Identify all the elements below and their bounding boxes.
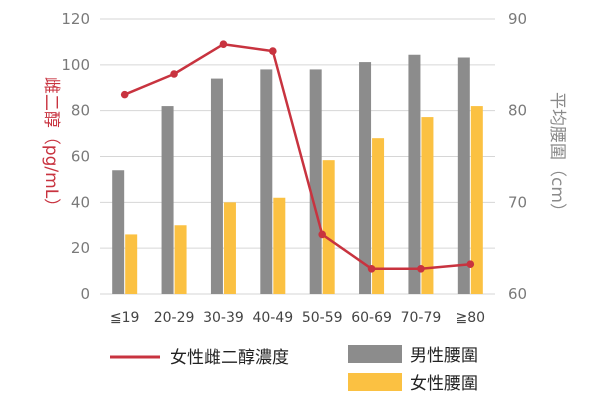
male-waist-bar <box>161 106 174 294</box>
x-axis-ticks: ≦19 20-29 30-39 40-49 50-59 60-69 70-79 ≧80 <box>110 310 485 326</box>
left-axis-label: 雌二醇（pg/mL） <box>41 77 61 215</box>
x-tick-label: 70-79 <box>401 310 442 326</box>
grid-lines <box>100 18 495 295</box>
female-waist-bar <box>125 234 138 294</box>
legend-label-male: 男性腰圍 <box>410 346 478 366</box>
female-waist-bar <box>372 138 385 294</box>
male-waist-bar <box>112 170 125 294</box>
male-waist-bar <box>309 69 322 295</box>
x-tick-label: ≧80 <box>456 310 486 326</box>
legend-label-estradiol: 女性雌二醇濃度 <box>170 348 289 368</box>
bars <box>112 54 483 295</box>
right-axis-label: 平均腰圍（cm） <box>547 92 567 220</box>
left-tick-label: 0 <box>80 285 90 303</box>
right-tick-label: 80 <box>508 102 527 120</box>
left-tick-label: 40 <box>71 193 90 211</box>
right-tick-label: 90 <box>508 10 527 28</box>
right-tick-label: 60 <box>508 285 527 303</box>
left-tick-label: 100 <box>61 56 90 74</box>
estradiol-point <box>318 230 326 239</box>
female-waist-bar <box>322 160 335 294</box>
female-waist-bar <box>223 202 236 294</box>
estradiol-point <box>219 40 228 49</box>
right-axis-ticks: 60 70 80 90 <box>508 10 527 303</box>
male-waist-bar <box>260 69 273 295</box>
female-waist-bar <box>174 225 187 294</box>
right-tick-label: 70 <box>508 193 527 211</box>
estradiol-point <box>170 70 178 78</box>
estradiol-point <box>367 264 376 273</box>
male-waist-bar <box>408 54 421 294</box>
legend-label-female: 女性腰圍 <box>410 374 478 394</box>
legend-male-swatch <box>348 345 402 363</box>
left-axis-ticks: 0 20 40 60 80 100 120 <box>61 10 90 303</box>
axis-labels: 雌二醇（pg/mL） 平均腰圍（cm） <box>41 77 567 220</box>
estradiol-line <box>120 40 475 273</box>
estradiol-point <box>466 260 475 269</box>
female-waist-bar <box>421 117 434 294</box>
x-tick-label: 50-59 <box>302 310 343 326</box>
female-waist-bar <box>470 106 483 294</box>
left-tick-label: 120 <box>61 10 90 28</box>
left-tick-label: 60 <box>71 148 90 166</box>
x-tick-label: ≦19 <box>110 310 140 326</box>
female-waist-bar <box>273 197 286 294</box>
male-waist-bar <box>210 78 223 294</box>
x-tick-label: 30-39 <box>203 310 244 326</box>
estradiol-point <box>120 90 129 99</box>
male-waist-bar <box>359 62 372 295</box>
x-tick-label: 20-29 <box>154 310 195 326</box>
left-tick-label: 80 <box>71 102 90 120</box>
estradiol-point <box>269 47 277 55</box>
male-waist-bar <box>457 57 470 294</box>
estradiol-point <box>417 264 425 273</box>
x-tick-label: 40-49 <box>252 310 293 326</box>
legend-female-swatch <box>348 373 402 391</box>
left-tick-label: 20 <box>71 239 90 257</box>
estradiol-line-path <box>124 42 471 271</box>
x-tick-label: 60-69 <box>351 310 392 326</box>
